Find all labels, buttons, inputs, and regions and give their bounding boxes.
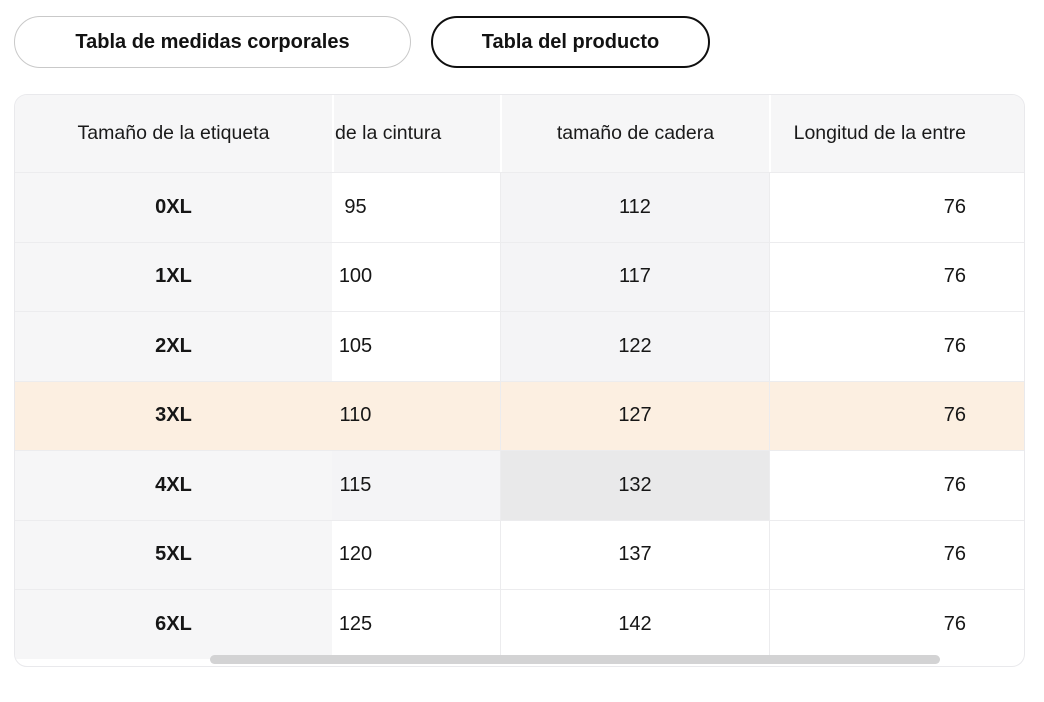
size-label-cell[interactable]: 0XL — [15, 172, 332, 242]
size-label-cell[interactable]: 4XL — [15, 450, 332, 520]
cell-value: 105 — [338, 334, 373, 357]
inseam-value-cell[interactable]: 76 — [769, 519, 1024, 589]
hip-value-cell-hovered[interactable]: 132 — [500, 450, 769, 520]
cell-value: 115 — [339, 473, 372, 496]
inseam-value-cell[interactable]: 76 — [769, 450, 1024, 520]
inseam-value-cell[interactable]: 76 — [769, 311, 1024, 381]
size-label-cell[interactable]: 2XL — [15, 311, 332, 381]
cell-value: 120 — [338, 543, 373, 566]
cell-value: 100 — [338, 265, 373, 288]
cell-value: 110 — [339, 404, 372, 427]
tab-product[interactable]: Tabla del producto — [431, 16, 710, 68]
size-label-cell[interactable]: 1XL — [15, 241, 332, 311]
inseam-value-cell[interactable]: 76 — [769, 241, 1024, 311]
column-header-waist: de la cintura — [332, 95, 500, 172]
column-header-hip: tamaño de cadera — [500, 95, 769, 172]
size-chart-tabs: Tabla de medidas corporales Tabla del pr… — [14, 16, 1044, 68]
table-row-5xl: 5XL 120 137 76 — [15, 519, 1024, 590]
cell-value: 95 — [344, 195, 367, 218]
size-label-cell[interactable]: 3XL — [15, 380, 332, 450]
table-row-0xl: 0XL 95 112 76 — [15, 172, 1024, 242]
size-label-cell[interactable]: 6XL — [15, 589, 332, 659]
table-header-row: Tamaño de la etiqueta de la cintura tama… — [15, 95, 1024, 172]
horizontal-scrollbar-thumb[interactable] — [210, 654, 940, 664]
hip-value-cell[interactable]: 122 — [500, 311, 769, 381]
waist-value-cell[interactable]: 120 — [332, 519, 500, 590]
waist-value-cell[interactable]: 95 — [332, 172, 500, 242]
waist-value-cell[interactable]: 110 — [332, 380, 500, 450]
waist-value-cell[interactable]: 105 — [332, 311, 500, 381]
table-row-2xl: 2XL 105 122 76 — [15, 311, 1024, 381]
inseam-value-cell[interactable]: 76 — [769, 172, 1024, 242]
column-header-label-size: Tamaño de la etiqueta — [15, 95, 332, 172]
hip-value-cell[interactable]: 112 — [500, 172, 769, 242]
hip-value-cell[interactable]: 137 — [500, 519, 769, 589]
inseam-value-cell[interactable]: 76 — [769, 589, 1024, 659]
size-table-card: Tamaño de la etiqueta de la cintura tama… — [14, 94, 1025, 667]
table-row-1xl: 1XL 100 117 76 — [15, 241, 1024, 312]
table-row-6xl: 6XL 125 142 76 — [15, 589, 1024, 659]
waist-value-cell[interactable]: 100 — [332, 241, 500, 312]
inseam-value-cell[interactable]: 76 — [769, 380, 1024, 450]
column-header-inseam: Longitud de la entre — [769, 95, 1024, 172]
table-row-3xl-highlighted: 3XL 110 127 76 — [15, 380, 1024, 450]
size-label-cell[interactable]: 5XL — [15, 519, 332, 589]
hip-value-cell[interactable]: 142 — [500, 589, 769, 659]
waist-value-cell[interactable]: 115 — [332, 450, 500, 520]
tab-body-measurements[interactable]: Tabla de medidas corporales — [14, 16, 411, 68]
waist-value-cell[interactable]: 125 — [332, 589, 500, 659]
cell-value: 125 — [338, 612, 373, 635]
table-row-4xl: 4XL 115 132 76 — [15, 450, 1024, 520]
hip-value-cell[interactable]: 127 — [500, 380, 769, 450]
hip-value-cell[interactable]: 117 — [500, 241, 769, 311]
